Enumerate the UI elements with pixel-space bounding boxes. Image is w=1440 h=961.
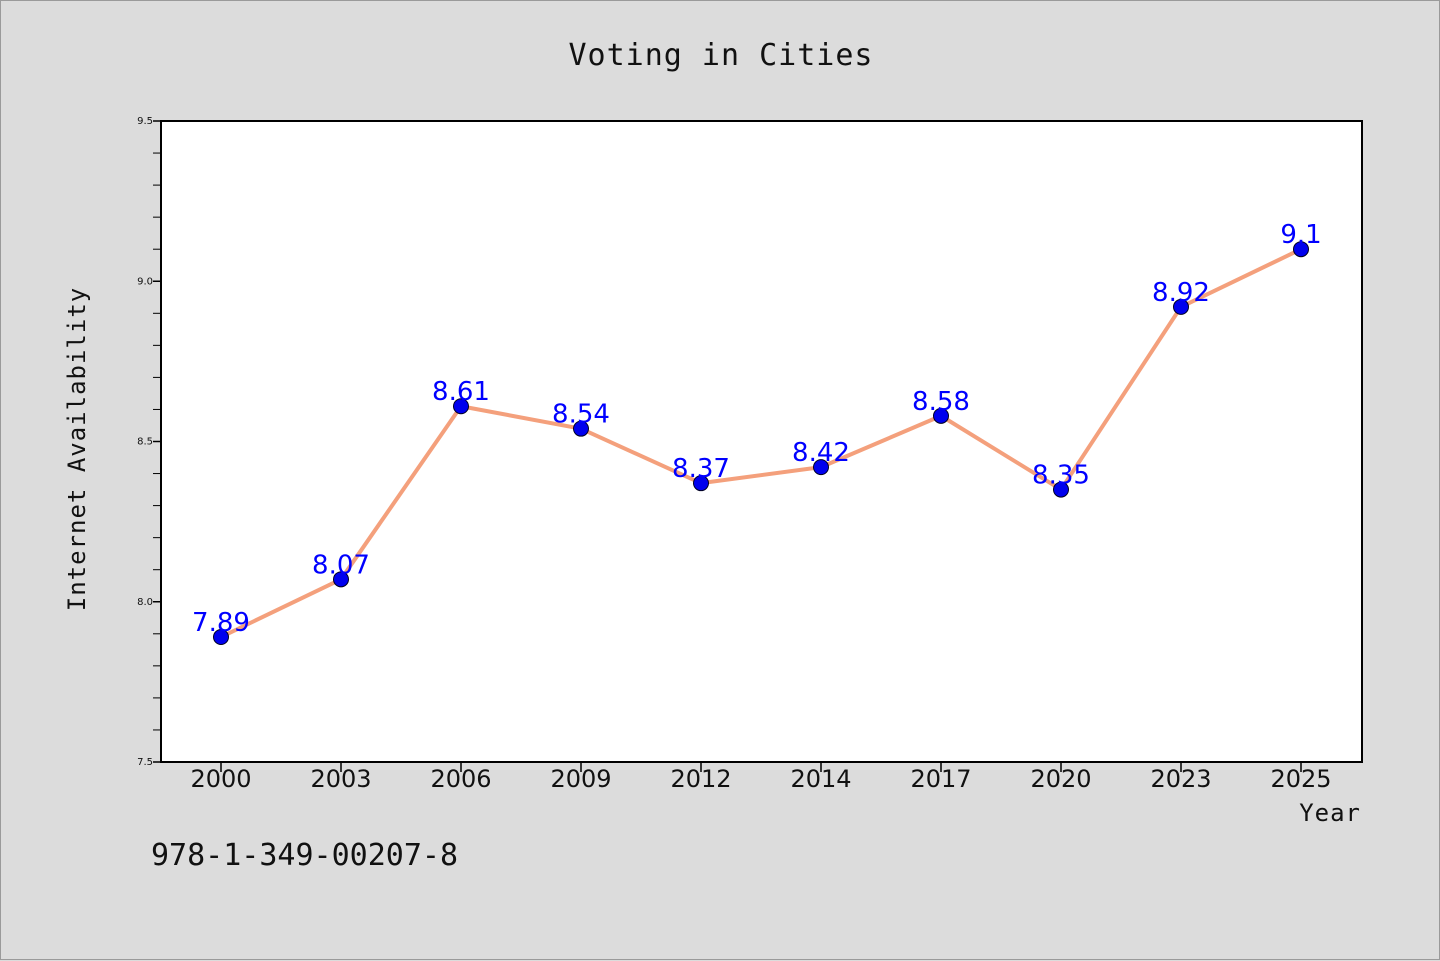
- data-label: 9.1: [1280, 220, 1321, 250]
- x-tick-label: 2000: [190, 765, 251, 793]
- x-tick-label: 2014: [790, 765, 851, 793]
- x-tick-label: 2017: [910, 765, 971, 793]
- y-tick-label: 9.5: [137, 116, 153, 127]
- data-point: [573, 420, 589, 437]
- x-tick-label: 2020: [1030, 765, 1091, 793]
- data-label: 7.89: [192, 608, 250, 638]
- data-point: [1173, 298, 1189, 315]
- data-label: 8.92: [1152, 278, 1210, 308]
- data-label: 8.37: [672, 454, 730, 484]
- data-point: [333, 571, 349, 588]
- data-point: [693, 475, 709, 492]
- data-point: [1293, 241, 1309, 258]
- y-tick-label: 8.0: [137, 597, 153, 608]
- data-point: [813, 459, 829, 476]
- x-tick-label: 2003: [310, 765, 371, 793]
- data-label: 8.35: [1032, 461, 1090, 491]
- x-tick-label: 2023: [1150, 765, 1211, 793]
- x-tick-label: 2009: [550, 765, 611, 793]
- y-axis: 7.5 8.0 8.5 9.0 9.5: [137, 116, 161, 768]
- y-tick-label: 7.5: [137, 757, 153, 768]
- x-tick-label: 2006: [430, 765, 491, 793]
- series-line: [220, 247, 1302, 639]
- y-tick-label: 8.5: [137, 437, 153, 448]
- y-axis-label: Internet Availability: [63, 287, 91, 611]
- data-label: 8.61: [432, 377, 490, 407]
- data-label: 8.42: [792, 438, 850, 468]
- y-tick-label: 9.0: [137, 276, 153, 287]
- data-label: 8.54: [552, 400, 610, 430]
- data-labels: 7.89 8.07 8.61 8.54 8.37 8.42 8.58 8.35 8.92 9.1: [192, 220, 1322, 638]
- series-markers: [213, 241, 1309, 646]
- data-point: [1053, 481, 1069, 498]
- footer-identifier: 978-1-349-00207-8: [151, 838, 458, 873]
- chart-title: Voting in Cities: [569, 38, 874, 73]
- data-point: [453, 398, 469, 415]
- x-tick-label: 2012: [670, 765, 731, 793]
- data-label: 8.07: [312, 550, 370, 580]
- data-point: [213, 629, 229, 646]
- x-axis: 2000 2003 2006 2009 2012 2014 2017 2020 2023 2025: [190, 762, 1332, 793]
- x-axis-label: Year: [1299, 799, 1361, 827]
- x-tick-label: 2025: [1270, 765, 1331, 793]
- data-label: 8.58: [912, 387, 970, 417]
- plot-area: [160, 120, 1363, 763]
- data-point: [933, 407, 949, 424]
